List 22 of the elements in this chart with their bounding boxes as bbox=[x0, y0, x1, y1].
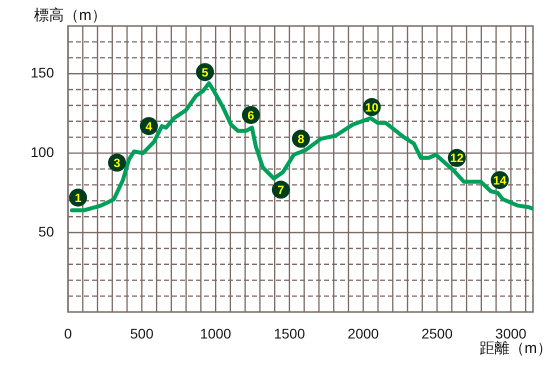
annotation: 1 bbox=[74, 190, 82, 205]
annotation: 8 bbox=[298, 132, 305, 146]
annotation: 5 bbox=[202, 65, 209, 80]
annotation: 4 bbox=[146, 119, 153, 134]
annotation: 7 bbox=[278, 182, 285, 197]
x-tick-label: 500 bbox=[130, 325, 154, 342]
annotation: 12 bbox=[450, 151, 464, 166]
x-tick-label: 1500 bbox=[274, 325, 306, 342]
y-tick-label: 50 bbox=[38, 223, 54, 240]
x-tick-label: 2000 bbox=[348, 325, 380, 342]
y-axis-title: 標高（m） bbox=[34, 7, 106, 24]
x-tick-label: 0 bbox=[64, 325, 72, 342]
y-tick-label: 150 bbox=[30, 64, 54, 81]
x-tick-label: 3000 bbox=[495, 325, 527, 342]
x-axis-title: 距離（m） bbox=[480, 340, 552, 357]
y-tick-label: 100 bbox=[30, 144, 54, 160]
x-tick-label: 1000 bbox=[200, 325, 232, 342]
annotation: 14 bbox=[493, 173, 507, 188]
annotation: 3 bbox=[114, 156, 121, 170]
annotation: 6 bbox=[248, 108, 255, 122]
x-tick-label: 2500 bbox=[421, 325, 453, 342]
annotation: 10 bbox=[365, 100, 379, 114]
